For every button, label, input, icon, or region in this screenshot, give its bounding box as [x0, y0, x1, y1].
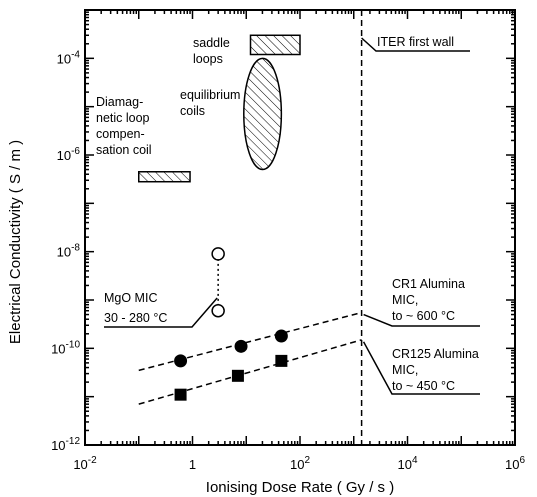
diamagnetic-loop-label: Diamag- netic loop compen- sation coil: [96, 95, 153, 157]
cr1-data-point: [234, 339, 248, 353]
cr1-alumina-label: CR1 Alumina MIC, to ~ 600 °C: [392, 277, 468, 323]
x-tick-label: 10-2: [73, 455, 97, 472]
cr1-data-point: [174, 354, 188, 368]
y-tick-label: 10-12: [51, 436, 80, 453]
y-tick-label: 10-6: [57, 146, 81, 163]
cr1-trend-line: [138, 311, 362, 372]
y-tick-label: 10-10: [51, 339, 80, 356]
mgo-data-point: [211, 303, 225, 318]
mgo-label-leader: [104, 297, 218, 328]
y-tick-label: 10-4: [57, 49, 81, 66]
cr125-data-point: [174, 388, 187, 401]
x-tick-label: 102: [290, 455, 310, 472]
mgo-data-point: [211, 247, 225, 261]
cr125-label-leader: [362, 341, 480, 395]
x-tick-label: 106: [505, 455, 525, 472]
equilibrium-coils-label: equilibrium coils: [180, 88, 244, 118]
equilibrium-coils-region: [243, 57, 283, 171]
y-tick-label: 10-8: [57, 243, 81, 260]
iter-first-wall-label: ITER first wall: [377, 35, 454, 49]
y-axis-label: Electrical Conductivity ( S / m ): [7, 140, 24, 344]
iter-label-leader: [361, 37, 470, 52]
cr125-trend-line: [138, 339, 362, 405]
x-tick-label: 104: [397, 455, 417, 472]
cr125-data-point: [231, 369, 244, 382]
diamagnetic-loop-region: [138, 171, 191, 183]
mgo-mic-label: MgO MIC 30 - 280 °C: [104, 291, 167, 325]
x-axis-label: Ionising Dose Rate ( Gy / s ): [206, 479, 394, 496]
cr125-alumina-label: CR125 Alumina MIC, to ~ 450 °C: [392, 347, 482, 393]
cr125-data-point: [275, 354, 288, 367]
cr1-label-leader: [363, 313, 480, 327]
saddle-loops-label: saddle loops: [193, 36, 233, 66]
x-tick-label: 1: [189, 457, 196, 472]
cr1-data-point: [274, 329, 288, 343]
saddle-loops-region: [249, 34, 301, 56]
